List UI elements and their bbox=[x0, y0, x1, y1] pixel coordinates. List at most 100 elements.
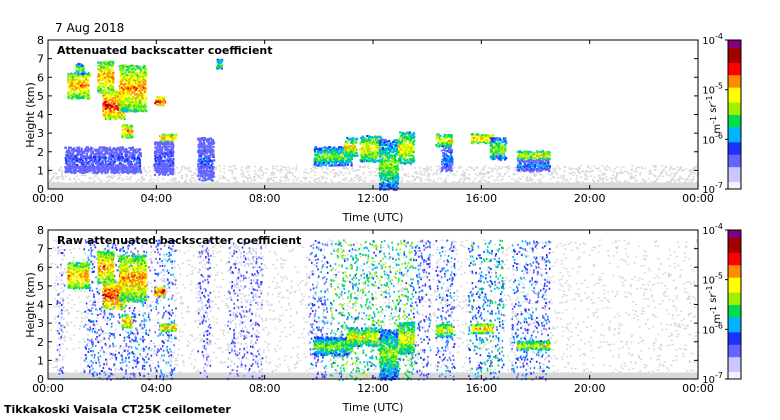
backscatter-pixel bbox=[68, 77, 70, 79]
backscatter-pixel bbox=[107, 160, 109, 162]
backscatter-pixel bbox=[122, 88, 124, 90]
noise-pixel bbox=[636, 167, 638, 169]
noise-pixel bbox=[690, 179, 692, 181]
backscatter-pixel bbox=[68, 164, 70, 166]
backscatter-pixel bbox=[125, 136, 127, 138]
backscatter-pixel bbox=[67, 165, 69, 167]
backscatter-pixel bbox=[139, 94, 141, 96]
backscatter-pixel bbox=[111, 155, 113, 157]
noise-pixel bbox=[101, 180, 103, 182]
noise-pixel bbox=[695, 166, 697, 168]
backscatter-pixel bbox=[134, 93, 136, 95]
backscatter-pixel bbox=[92, 148, 94, 150]
backscatter-pixel bbox=[137, 67, 139, 69]
backscatter-pixel bbox=[137, 91, 139, 93]
noise-pixel bbox=[292, 175, 294, 177]
backscatter-pixel bbox=[128, 131, 130, 133]
noise-pixel bbox=[497, 172, 499, 174]
noise-pixel bbox=[508, 166, 510, 168]
noise-pixel bbox=[170, 179, 172, 181]
backscatter-pixel bbox=[70, 168, 72, 170]
backscatter-pixel bbox=[113, 78, 115, 80]
backscatter-pixel bbox=[140, 73, 142, 75]
noise-pixel bbox=[604, 167, 606, 169]
backscatter-pixel bbox=[65, 159, 67, 161]
noise-pixel bbox=[429, 179, 431, 181]
noise-pixel bbox=[192, 177, 194, 179]
noise-pixel bbox=[276, 165, 278, 167]
noise-pixel bbox=[295, 170, 297, 172]
noise-pixel bbox=[119, 175, 121, 177]
noise-pixel bbox=[674, 175, 676, 177]
noise-pixel bbox=[370, 174, 372, 176]
backscatter-pixel bbox=[121, 92, 123, 94]
noise-pixel bbox=[265, 172, 267, 174]
noise-pixel bbox=[560, 175, 562, 177]
noise-pixel bbox=[666, 172, 668, 174]
noise-pixel bbox=[233, 165, 235, 167]
backscatter-pixel bbox=[132, 96, 134, 98]
noise-pixel bbox=[114, 176, 116, 178]
backscatter-pixel bbox=[99, 62, 101, 64]
backscatter-pixel bbox=[90, 159, 92, 161]
backscatter-pixel bbox=[208, 174, 210, 176]
backscatter-pixel bbox=[171, 141, 173, 143]
noise-pixel bbox=[357, 178, 359, 180]
noise-pixel bbox=[601, 165, 603, 167]
backscatter-pixel bbox=[68, 153, 70, 155]
noise-pixel bbox=[215, 167, 217, 169]
noise-pixel bbox=[75, 181, 77, 183]
noise-pixel bbox=[401, 181, 403, 183]
noise-pixel bbox=[272, 168, 274, 170]
backscatter-pixel bbox=[172, 167, 174, 169]
backscatter-pixel bbox=[108, 93, 110, 95]
backscatter-pixel bbox=[135, 97, 137, 99]
noise-pixel bbox=[566, 179, 568, 181]
noise-pixel bbox=[190, 181, 192, 183]
noise-pixel bbox=[237, 181, 239, 183]
backscatter-pixel bbox=[129, 99, 131, 101]
noise-pixel bbox=[660, 172, 662, 174]
noise-pixel bbox=[680, 168, 682, 170]
noise-pixel bbox=[513, 174, 515, 176]
backscatter-pixel bbox=[130, 74, 132, 76]
backscatter-pixel bbox=[128, 71, 130, 73]
backscatter-pixel bbox=[166, 170, 168, 172]
backscatter-pixel bbox=[166, 136, 168, 138]
noise-pixel bbox=[333, 169, 335, 171]
noise-pixel bbox=[602, 175, 604, 177]
backscatter-pixel bbox=[79, 80, 81, 82]
noise-pixel bbox=[679, 177, 681, 179]
noise-pixel bbox=[130, 176, 132, 178]
backscatter-pixel bbox=[154, 174, 156, 176]
noise-pixel bbox=[656, 179, 658, 181]
noise-pixel bbox=[287, 172, 289, 174]
backscatter-pixel bbox=[78, 66, 80, 68]
noise-pixel bbox=[314, 175, 316, 177]
backscatter-pixel bbox=[221, 68, 223, 70]
noise-pixel bbox=[293, 180, 295, 182]
noise-pixel bbox=[437, 178, 439, 180]
backscatter-pixel bbox=[107, 152, 109, 154]
noise-pixel bbox=[631, 169, 633, 171]
noise-pixel bbox=[644, 168, 646, 170]
noise-pixel bbox=[248, 167, 250, 169]
backscatter-pixel bbox=[104, 82, 106, 84]
backscatter-pixel bbox=[114, 156, 116, 158]
noise-pixel bbox=[377, 180, 379, 182]
noise-pixel bbox=[332, 181, 334, 183]
noise-pixel bbox=[556, 174, 558, 176]
backscatter-pixel bbox=[172, 151, 174, 153]
noise-pixel bbox=[495, 165, 497, 167]
backscatter-pixel bbox=[168, 160, 170, 162]
noise-pixel bbox=[232, 173, 234, 175]
noise-pixel bbox=[185, 167, 187, 169]
backscatter-pixel bbox=[114, 171, 116, 173]
backscatter-pixel bbox=[141, 85, 143, 87]
noise-pixel bbox=[232, 177, 234, 179]
backscatter-pixel bbox=[71, 162, 73, 164]
backscatter-pixel bbox=[106, 91, 108, 93]
backscatter-pixel bbox=[201, 173, 203, 175]
backscatter-pixel bbox=[79, 161, 81, 163]
backscatter-pixel bbox=[210, 173, 212, 175]
